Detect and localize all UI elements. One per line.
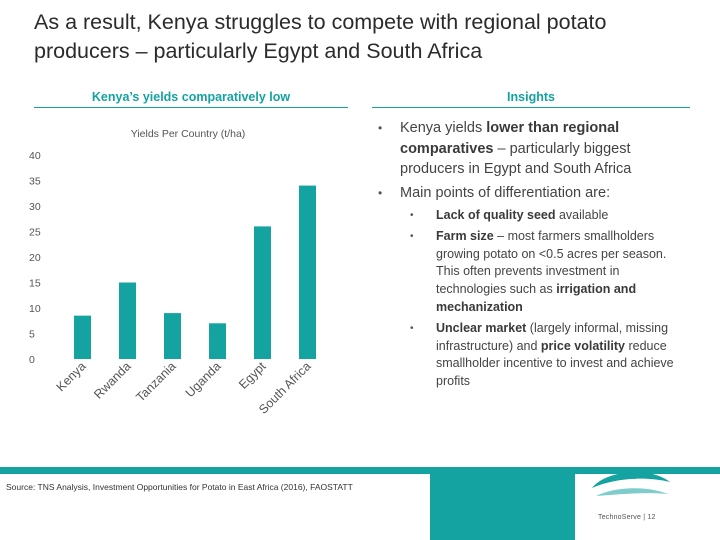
y-tick-label: 10: [29, 303, 41, 315]
bullet-dot-icon: •: [410, 230, 414, 242]
source-note: Source: TNS Analysis, Investment Opportu…: [6, 482, 353, 492]
bar-tanzania: [164, 313, 181, 359]
sub-bullet-farm-size: • Farm size – most farmers smallholders …: [410, 228, 667, 314]
x-tick-label: Kenya: [54, 359, 89, 394]
x-tick-label: Tanzania: [133, 359, 178, 404]
y-tick-label: 30: [29, 201, 41, 213]
bullet-dot-icon: •: [378, 121, 383, 135]
brand-page-label: TechnoServe | 12: [598, 514, 656, 521]
y-tick-label: 15: [29, 278, 41, 290]
insight-bullet-differentiation: • Main points of differentiation are:: [372, 183, 690, 204]
y-tick-label: 35: [29, 176, 41, 188]
bar-rwanda: [119, 282, 136, 359]
x-tick-label: Rwanda: [91, 359, 133, 401]
chart-title: Yields Per Country (t/ha): [131, 128, 246, 140]
bar-egypt: [254, 226, 271, 359]
y-tick-label: 40: [29, 150, 41, 162]
technoserve-logo-icon: [592, 471, 670, 496]
y-tick-label: 25: [29, 227, 41, 239]
bar-south-africa: [299, 185, 316, 359]
differentiation-sublist: • Lack of quality seed available • Farm …: [372, 207, 690, 391]
insight-bullet-yields: • Kenya yields lower than regional compa…: [378, 120, 632, 177]
y-tick-label: 20: [29, 252, 41, 264]
y-tick-label: 5: [29, 329, 35, 341]
bar-kenya: [74, 315, 91, 359]
bar-uganda: [209, 323, 226, 359]
left-section-divider: [34, 107, 348, 108]
sub-bullet-seed: • Lack of quality seed available: [372, 207, 690, 225]
slide-title: As a result, Kenya struggles to compete …: [34, 10, 607, 63]
left-section-heading: Kenya’s yields comparatively low: [91, 90, 291, 104]
bullet-dot-icon: •: [410, 210, 414, 221]
y-tick-label: 0: [29, 354, 35, 366]
x-tick-label: Uganda: [183, 359, 224, 400]
bullet-dot-icon: •: [410, 322, 414, 334]
right-section-heading: Insights: [507, 90, 555, 104]
insights-list: • Kenya yields lower than regional compa…: [372, 118, 690, 394]
source-panel: [0, 474, 430, 540]
right-section-divider: [372, 107, 690, 108]
x-tick-label: Egypt: [236, 359, 269, 392]
sub-bullet-market: • Unclear market (largely informal, miss…: [410, 320, 674, 389]
yield-bar-chart: Yields Per Country (t/ha) 0 5 10 15 20 25 30 35…: [29, 128, 316, 417]
bullet-dot-icon: •: [378, 185, 383, 200]
